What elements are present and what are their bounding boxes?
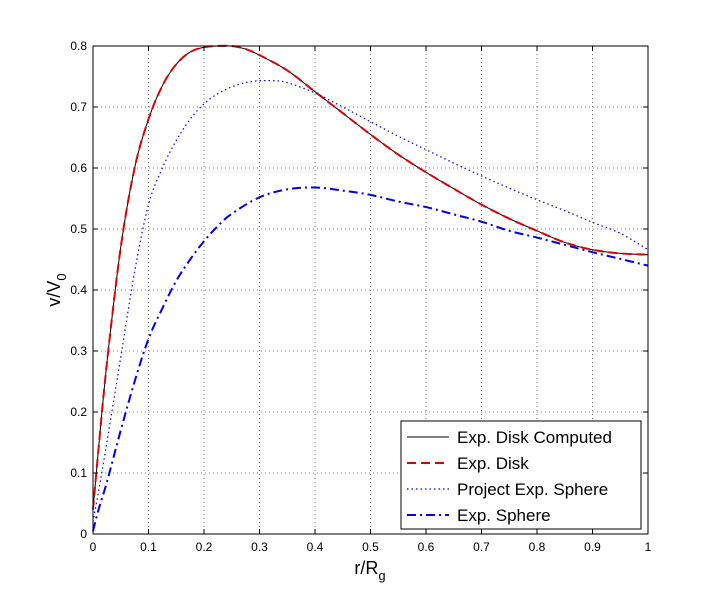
y-tick-label: 0.4 bbox=[70, 283, 87, 297]
x-tick-label: 1 bbox=[645, 540, 652, 554]
legend-label-exp-disk: Exp. Disk bbox=[457, 454, 529, 473]
legend-label-exp-sphere: Exp. Sphere bbox=[457, 506, 551, 525]
x-tick-labels: 0 0.1 0.2 0.3 0.4 0.5 0.6 0.7 0.8 0.9 1 bbox=[90, 540, 652, 554]
x-tick-label: 0.2 bbox=[196, 540, 213, 554]
y-tick-label: 0.7 bbox=[70, 100, 87, 114]
data-series bbox=[92, 44, 649, 532]
x-tick-label: 0.1 bbox=[140, 540, 157, 554]
y-axis-label-base: v/V bbox=[44, 281, 64, 307]
legend-label-project-exp-sphere: Project Exp. Sphere bbox=[457, 480, 608, 499]
y-axis-label-subscript: 0 bbox=[54, 273, 69, 280]
x-tick-label: 0.8 bbox=[529, 540, 546, 554]
y-tick-label: 0.2 bbox=[70, 405, 87, 419]
y-tick-labels: 0 0.1 0.2 0.3 0.4 0.5 0.6 0.7 0.8 bbox=[70, 39, 87, 541]
legend-entries: Exp. Disk Computed Exp. Disk Project Exp. … bbox=[407, 428, 612, 525]
x-tick-label: 0.9 bbox=[584, 540, 601, 554]
series-line-project-exp-sphere bbox=[92, 79, 649, 522]
legend-box bbox=[400, 420, 642, 530]
x-axis-label-subscript: g bbox=[378, 568, 385, 583]
legend-label-exp-disk-computed: Exp. Disk Computed bbox=[457, 428, 612, 447]
x-tick-label: 0.6 bbox=[418, 540, 435, 554]
x-tick-label: 0.3 bbox=[251, 540, 268, 554]
x-tick-label: 0.7 bbox=[473, 540, 490, 554]
y-tick-label: 0.1 bbox=[70, 466, 87, 480]
grid-lines bbox=[93, 46, 648, 534]
x-axis-label: r/Rg bbox=[354, 558, 385, 583]
x-tick-label: 0.5 bbox=[362, 540, 379, 554]
x-tick-label: 0 bbox=[90, 540, 97, 554]
series-line-exp-sphere bbox=[92, 186, 649, 532]
y-tick-label: 0.6 bbox=[70, 161, 87, 175]
y-tick-label: 0 bbox=[80, 527, 87, 541]
series-line-exp-disk bbox=[92, 44, 649, 510]
y-tick-label: 0.8 bbox=[70, 39, 87, 53]
y-tick-label: 0.5 bbox=[70, 222, 87, 236]
y-tick-label: 0.3 bbox=[70, 344, 87, 358]
x-tick-label: 0.4 bbox=[307, 540, 324, 554]
y-axis-label: v/V0 bbox=[44, 273, 69, 306]
legend: Exp. Disk Computed Exp. Disk Project Exp. … bbox=[400, 420, 642, 530]
tick-marks bbox=[92, 45, 649, 535]
x-axis-label-base: r/R bbox=[354, 558, 378, 578]
